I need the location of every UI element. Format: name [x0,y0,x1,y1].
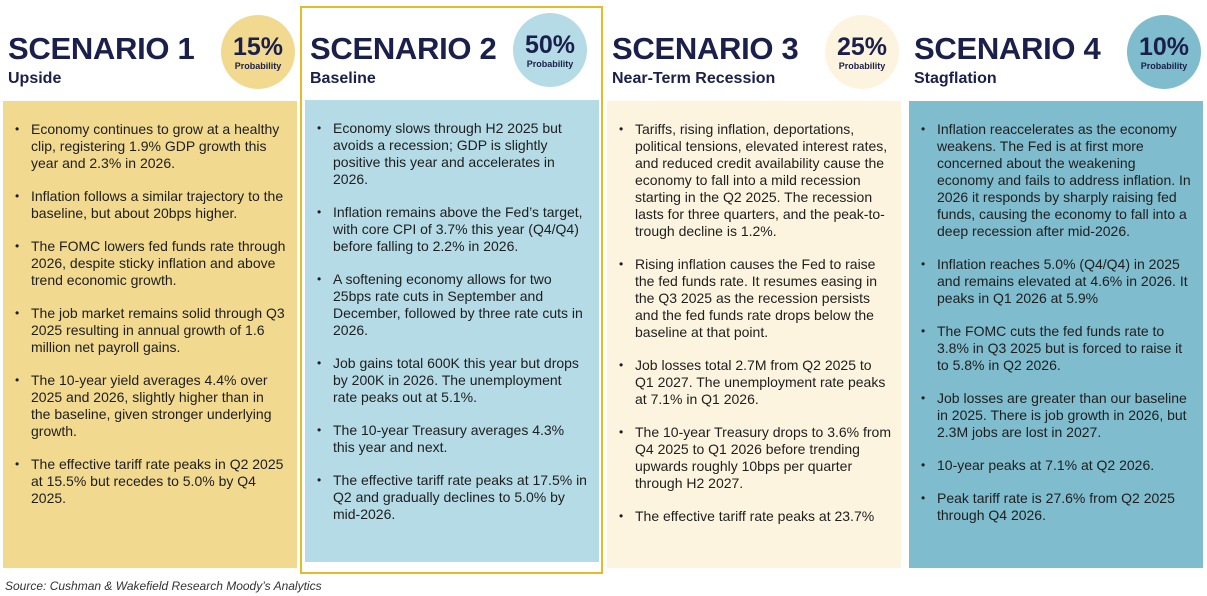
source-note: Source: Cushman & Wakefield Research Moo… [5,579,322,593]
scenario-3-probability-badge: 25% Probability [825,15,899,89]
scenario-2-column: SCENARIO 2 Baseline 50% Probability Econ… [305,0,599,570]
scenario-3-header: SCENARIO 3 Near-Term Recession 25% Proba… [607,0,901,100]
scenario-4-header: SCENARIO 4 Stagflation 10% Probability [909,0,1203,100]
scenario-2-bullets: Economy slows through H2 2025 but avoids… [315,120,589,523]
scenario-3-title: SCENARIO 3 [612,31,799,66]
bullet-item: Job losses total 2.7M from Q2 2025 to Q1… [617,357,891,408]
probability-label: Probability [234,60,282,71]
bullet-item: Job gains total 600K this year but drops… [315,355,589,406]
bullet-item: Economy slows through H2 2025 but avoids… [315,120,589,188]
bullet-item: Economy continues to grow at a healthy c… [13,121,287,172]
bullet-item: The 10-year Treasury averages 4.3% this … [315,422,589,456]
scenario-2-probability-badge: 50% Probability [513,13,587,87]
bullet-item: Inflation follows a similar trajectory t… [13,188,287,222]
bullet-item: The effective tariff rate peaks at 17.5%… [315,472,589,523]
scenario-1-header: SCENARIO 1 Upside 15% Probability [3,0,297,100]
bullet-item: Rising inflation causes the Fed to raise… [617,256,891,341]
scenario-3-column: SCENARIO 3 Near-Term Recession 25% Proba… [607,0,901,570]
probability-value: 50% [524,30,576,59]
scenario-2-subtitle: Baseline [310,70,376,87]
bullet-item: The effective tariff rate peaks in Q2 20… [13,456,287,507]
probability-value: 15% [232,32,284,61]
probability-value: 10% [1138,32,1190,61]
bullet-item: Peak tariff rate is 27.6% from Q2 2025 t… [919,490,1193,524]
bullet-item: Inflation reaccelerates as the economy w… [919,121,1193,240]
probability-label: Probability [838,60,886,71]
scenario-1-body: Economy continues to grow at a healthy c… [3,101,297,568]
scenario-1-column: SCENARIO 1 Upside 15% Probability Econom… [3,0,297,570]
bullet-item: The effective tariff rate peaks at 23.7% [617,508,891,525]
scenario-2-body: Economy slows through H2 2025 but avoids… [305,100,599,562]
scenario-2-header: SCENARIO 2 Baseline 50% Probability [305,0,599,100]
scenario-1-bullets: Economy continues to grow at a healthy c… [13,121,287,507]
scenario-4-body: Inflation reaccelerates as the economy w… [909,101,1203,568]
bullet-item: Tariffs, rising inflation, deportations,… [617,121,891,240]
scenario-4-probability-badge: 10% Probability [1127,15,1201,89]
bullet-item: The job market remains solid through Q3 … [13,305,287,356]
bullet-item: A softening economy allows for two 25bps… [315,271,589,339]
probability-label: Probability [1140,60,1188,71]
scenario-3-subtitle: Near-Term Recession [612,70,776,87]
bullet-item: Job losses are greater than our baseline… [919,390,1193,441]
scenario-3-bullets: Tariffs, rising inflation, deportations,… [617,121,891,525]
scenario-1-probability-badge: 15% Probability [221,15,295,89]
bullet-item: Inflation reaches 5.0% (Q4/Q4) in 2025 a… [919,256,1193,307]
scenario-4-column: SCENARIO 4 Stagflation 10% Probability I… [909,0,1203,570]
bullet-item: The 10-year Treasury drops to 3.6% from … [617,424,891,492]
scenario-4-title: SCENARIO 4 [914,31,1101,66]
scenario-1-subtitle: Upside [8,70,62,87]
scenario-4-bullets: Inflation reaccelerates as the economy w… [919,121,1193,524]
bullet-item: The 10-year yield averages 4.4% over 202… [13,372,287,440]
scenario-4-subtitle: Stagflation [914,70,997,87]
scenario-3-body: Tariffs, rising inflation, deportations,… [607,101,901,568]
probability-label: Probability [526,58,574,69]
bullet-item: The FOMC lowers fed funds rate through 2… [13,238,287,289]
scenario-2-title: SCENARIO 2 [310,31,497,66]
bullet-item: The FOMC cuts the fed funds rate to 3.8%… [919,323,1193,374]
bullet-item: Inflation remains above the Fed’s target… [315,204,589,255]
bullet-item: 10-year peaks at 7.1% at Q2 2026. [919,457,1193,474]
probability-value: 25% [836,32,888,61]
scenario-1-title: SCENARIO 1 [8,31,195,66]
